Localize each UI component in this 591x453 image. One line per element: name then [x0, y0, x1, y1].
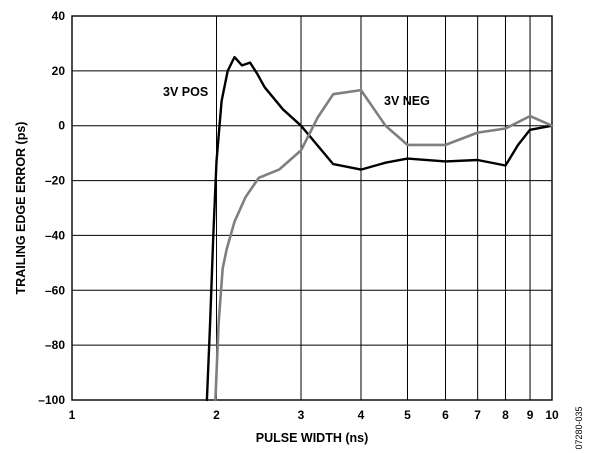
- figure-code: 07280-035: [574, 406, 584, 449]
- x-tick-label: 10: [545, 408, 559, 422]
- x-tick-label: 3: [298, 408, 305, 422]
- y-tick-label: –80: [45, 338, 65, 352]
- y-tick-labels: 40 20 0 –20 –40 –60 –80 –100: [38, 9, 65, 407]
- x-tick-labels: 1 2 3 4 5 6 7 8 9 10: [69, 408, 559, 422]
- y-axis-label: TRAILING EDGE ERROR (ps): [14, 122, 28, 295]
- x-tick-label: 5: [404, 408, 411, 422]
- y-tick-label: 40: [52, 9, 66, 23]
- x-axis-label: PULSE WIDTH (ns): [256, 431, 369, 445]
- series-line-3v-pos: [205, 55, 554, 402]
- y-tick-label: 20: [52, 64, 66, 78]
- series-lines: [205, 55, 554, 402]
- y-tick-label: –60: [45, 283, 65, 297]
- x-tick-label: 6: [442, 408, 449, 422]
- x-tick-label: 7: [474, 408, 481, 422]
- x-tick-label: 1: [69, 408, 76, 422]
- y-tick-label: –40: [45, 228, 65, 242]
- grid: [72, 16, 552, 400]
- x-tick-label: 4: [358, 408, 365, 422]
- series-line-3v-neg: [214, 88, 554, 402]
- x-tick-label: 2: [213, 408, 220, 422]
- series-label-3v-pos: 3V POS: [163, 85, 208, 99]
- x-tick-label: 9: [527, 408, 534, 422]
- x-tick-label: 8: [502, 408, 509, 422]
- y-tick-label: –20: [45, 174, 65, 188]
- y-tick-label: 0: [58, 119, 65, 133]
- series-label-3v-neg: 3V NEG: [384, 94, 430, 108]
- y-tick-label: –100: [38, 393, 65, 407]
- plot-frame: [71, 15, 553, 401]
